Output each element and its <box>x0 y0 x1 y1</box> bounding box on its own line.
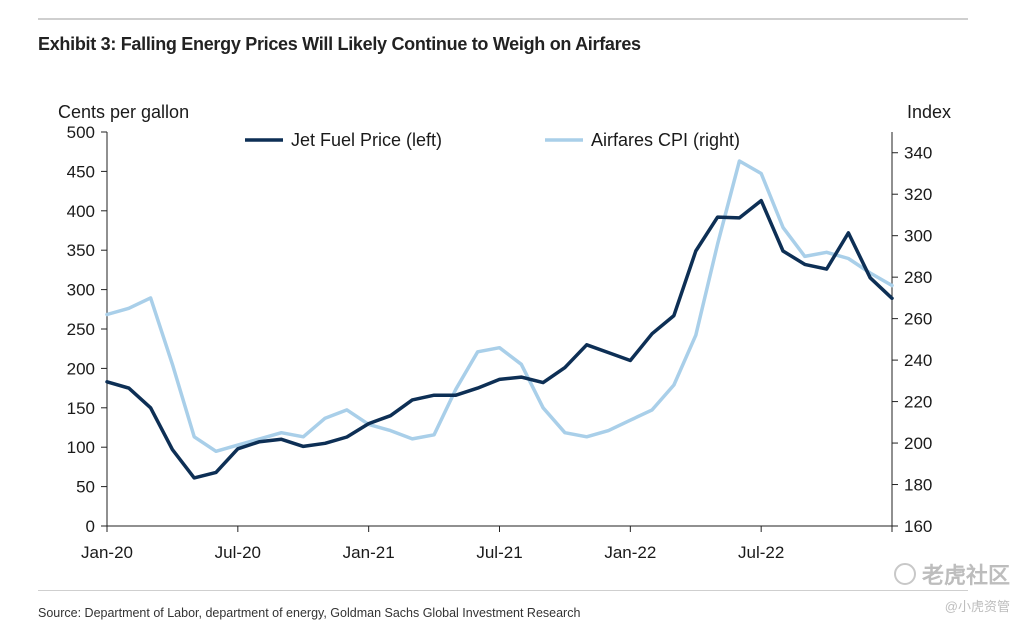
left-tick-label: 50 <box>76 478 95 497</box>
x-tick-label: Jan-21 <box>343 543 395 562</box>
right-tick-label: 300 <box>904 227 932 246</box>
right-tick-label: 260 <box>904 310 932 329</box>
right-tick-label: 280 <box>904 268 932 287</box>
right-tick-label: 240 <box>904 351 932 370</box>
right-tick-label: 200 <box>904 434 932 453</box>
left-tick-label: 400 <box>67 202 95 221</box>
right-axis-title: Index <box>907 102 951 122</box>
legend: Jet Fuel Price (left) Airfares CPI (right… <box>245 130 740 150</box>
left-tick-label: 350 <box>67 241 95 260</box>
left-tick-label: 100 <box>67 438 95 457</box>
left-tick-label: 0 <box>86 517 95 536</box>
source-note: Source: Department of Labor, department … <box>38 606 581 620</box>
airfares-cpi-line <box>105 159 894 454</box>
left-tick-label: 300 <box>67 281 95 300</box>
left-tick-label: 250 <box>67 320 95 339</box>
chart-title: Exhibit 3: Falling Energy Prices Will Li… <box>38 34 641 54</box>
top-rule <box>38 18 968 20</box>
x-tick-label: Jul-20 <box>215 543 261 562</box>
left-tick-label: 200 <box>67 359 95 378</box>
right-tick-label: 320 <box>904 185 932 204</box>
left-axis-title: Cents per gallon <box>58 102 189 122</box>
right-tick-label: 340 <box>904 144 932 163</box>
series-layer <box>105 159 894 480</box>
axes-layer <box>101 131 898 532</box>
tiger-logo-icon <box>893 563 916 585</box>
legend-airfares-cpi-label: Airfares CPI (right) <box>591 130 740 150</box>
chart: 0 50 100 150 200 250 300 350 400 450 500 160 180 200 2… <box>58 102 951 562</box>
x-tick-label: Jul-21 <box>476 543 522 562</box>
right-tick-label: 160 <box>904 517 932 536</box>
x-tick-label: Jan-22 <box>604 543 656 562</box>
left-tick-label: 150 <box>67 399 95 418</box>
watermark-brand: 老虎社区 <box>921 563 1010 588</box>
watermark: 老虎社区 @小虎资管 <box>893 558 1010 615</box>
right-tick-label: 180 <box>904 476 932 495</box>
left-tick-label: 500 <box>67 123 95 142</box>
right-tick-label: 220 <box>904 393 932 412</box>
x-tick-label: Jan-20 <box>81 543 133 562</box>
labels-layer: 0 50 100 150 200 250 300 350 400 450 500 160 180 200 2… <box>58 102 951 562</box>
watermark-handle: @小虎资管 <box>944 599 1010 614</box>
jet-fuel-line <box>105 198 894 480</box>
x-tick-label: Jul-22 <box>738 543 784 562</box>
legend-jet-fuel-label: Jet Fuel Price (left) <box>291 130 442 150</box>
left-tick-label: 450 <box>67 162 95 181</box>
source-rule <box>38 590 968 591</box>
